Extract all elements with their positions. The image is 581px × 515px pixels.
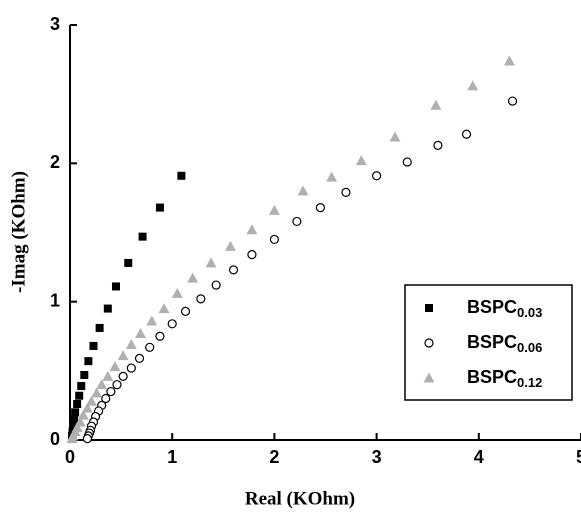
square-marker — [95, 323, 104, 332]
square-marker — [103, 304, 112, 313]
circle-marker — [292, 216, 302, 227]
circle-marker — [424, 338, 434, 348]
square-marker — [77, 382, 86, 391]
triangle-marker — [96, 379, 108, 390]
triangle-marker — [85, 395, 97, 406]
x-tick-label: 1 — [167, 447, 177, 467]
circle-marker — [315, 203, 325, 213]
square-marker — [124, 258, 133, 267]
triangle-marker — [81, 402, 93, 413]
triangle-marker — [205, 257, 217, 268]
circle-marker — [106, 386, 116, 397]
y-axis-title: -Imag (KOhm) — [8, 171, 29, 293]
triangle-marker — [158, 303, 170, 314]
triangle-marker — [117, 350, 129, 361]
legend-name: BSPC — [467, 297, 517, 317]
x-tick-label: 4 — [474, 447, 484, 467]
circle-marker — [461, 129, 472, 139]
legend-label: BSPC0.12 — [467, 367, 542, 391]
y-tick-label: 3 — [50, 14, 60, 34]
circle-marker — [180, 306, 191, 316]
y-tick-label: 0 — [50, 429, 60, 449]
triangle-marker — [326, 171, 338, 182]
circle-marker — [507, 96, 518, 106]
circle-marker — [101, 393, 111, 404]
triangle-marker — [297, 185, 309, 196]
triangle-marker — [246, 224, 258, 235]
legend-name: BSPC — [467, 332, 517, 352]
square-marker — [71, 408, 80, 417]
triangle-marker — [430, 99, 442, 110]
circle-marker — [372, 171, 382, 181]
square-marker — [70, 415, 79, 424]
triangle-marker — [389, 131, 401, 142]
square-marker — [75, 391, 84, 400]
circle-marker — [433, 140, 443, 150]
circle-marker — [118, 371, 128, 381]
square-marker — [155, 203, 164, 212]
circle-marker — [167, 319, 177, 329]
y-tick-label: 2 — [50, 152, 60, 172]
triangle-marker — [355, 155, 367, 166]
legend-label: BSPC0.06 — [467, 332, 542, 356]
x-tick-label: 0 — [65, 447, 75, 467]
x-axis-title: Real (KOhm) — [245, 488, 355, 509]
circle-marker — [341, 187, 351, 197]
triangle-marker — [423, 372, 435, 383]
triangle-marker — [109, 361, 121, 372]
circle-marker — [145, 342, 155, 352]
square-marker — [73, 400, 82, 409]
square-marker — [89, 341, 98, 350]
legend-subscript: 0.12 — [517, 375, 542, 390]
legend-label: BSPC0.03 — [467, 297, 542, 321]
legend-name: BSPC — [467, 367, 517, 387]
triangle-marker — [125, 339, 137, 350]
circle-marker — [155, 331, 165, 341]
circle-marker — [211, 280, 221, 290]
square-marker — [138, 232, 147, 241]
circle-marker — [269, 234, 279, 245]
square-marker — [177, 171, 186, 180]
triangle-marker — [268, 204, 280, 215]
y-tick-label: 1 — [50, 290, 60, 310]
circle-marker — [228, 265, 239, 275]
circle-marker — [126, 363, 136, 373]
circle-marker — [196, 294, 206, 304]
triangle-marker — [224, 240, 236, 251]
triangle-marker — [187, 272, 199, 283]
x-tick-label: 5 — [576, 447, 581, 467]
circle-marker — [247, 250, 257, 260]
circle-marker — [134, 353, 145, 363]
legend-subscript: 0.06 — [517, 340, 542, 355]
x-tick-label: 3 — [372, 447, 382, 467]
square-marker — [425, 304, 433, 312]
triangle-marker — [91, 387, 103, 398]
triangle-marker — [467, 80, 479, 91]
triangle-marker — [66, 433, 78, 444]
circle-marker — [82, 434, 92, 444]
square-marker — [84, 357, 93, 366]
circle-marker — [402, 157, 412, 167]
square-marker — [69, 422, 78, 431]
square-marker — [80, 370, 89, 379]
x-tick-label: 2 — [269, 447, 279, 467]
triangle-marker — [146, 315, 158, 326]
square-marker — [111, 282, 120, 291]
legend-subscript: 0.03 — [517, 305, 542, 320]
triangle-marker — [503, 55, 515, 66]
triangle-marker — [171, 287, 183, 298]
circle-marker — [112, 380, 122, 390]
triangle-marker — [135, 327, 147, 338]
triangle-marker — [102, 370, 114, 381]
